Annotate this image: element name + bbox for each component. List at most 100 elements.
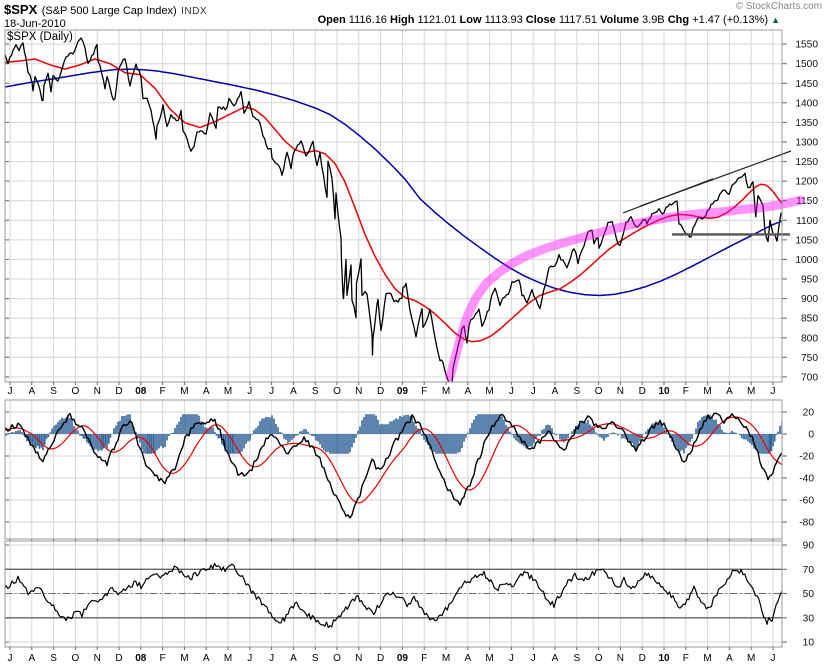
lower-oscillator-line [5,562,782,629]
symbol-label: $SPX [4,2,38,17]
open-label: Open [317,14,346,26]
svg-text:J: J [247,653,252,664]
svg-text:N: N [94,386,101,397]
svg-text:A: A [464,386,471,397]
high-value: 1121.01 [417,14,457,26]
svg-text:F: F [421,653,427,664]
svg-text:-60: -60 [799,496,814,507]
svg-text:O: O [72,386,80,397]
svg-text:800: 800 [801,333,818,344]
svg-text:A: A [28,653,35,664]
svg-text:J: J [771,653,776,664]
svg-text:J: J [8,653,13,664]
svg-text:M: M [442,653,450,664]
svg-text:700: 700 [801,372,818,383]
oscillator-line [5,412,782,519]
svg-text:J: J [269,653,274,664]
spx-close-line [5,37,782,382]
svg-text:J: J [269,386,274,397]
header-title-row: $SPX (S&P 500 Large Cap Index) INDX [4,1,820,17]
highlight-band [445,195,805,382]
svg-text:M: M [485,653,493,664]
close-label: Close [525,14,556,26]
svg-text:750: 750 [801,353,818,364]
high-label: High [390,14,415,26]
svg-text:09: 09 [397,386,409,397]
svg-text:1450: 1450 [795,79,818,90]
low-value: 1113.93 [484,14,523,26]
svg-text:F: F [421,386,427,397]
svg-text:N: N [617,653,624,664]
svg-text:A: A [552,386,559,397]
svg-text:F: F [683,653,689,664]
svg-text:1300: 1300 [795,138,818,149]
svg-text:20: 20 [803,408,815,419]
symbol-description: (S&P 500 Large Cap Index) [41,5,177,17]
svg-text:1150: 1150 [796,196,818,207]
svg-text:08: 08 [135,386,147,397]
svg-text:1000: 1000 [795,255,818,266]
svg-text:1350: 1350 [795,118,818,129]
svg-text:1200: 1200 [795,177,818,188]
svg-text:90: 90 [803,541,815,552]
volume-value: 3.9B [642,14,665,26]
svg-text:N: N [355,386,362,397]
svg-text:D: D [639,653,646,664]
svg-text:S: S [573,653,580,664]
svg-text:50: 50 [803,589,815,600]
quote-summary: Open 1116.16 High 1121.01 Low 1113.93 Cl… [318,14,780,26]
svg-text:F: F [160,386,166,397]
svg-text:A: A [290,653,297,664]
month-axis-labels: J A S O N D 08 F M A M J J A S O N D 09 F M A M J J A S O N D 10 F M A M J [8,653,776,664]
svg-text:O: O [595,653,603,664]
svg-text:D: D [377,386,384,397]
svg-text:08: 08 [135,653,147,664]
svg-text:10: 10 [658,653,670,664]
svg-text:1500: 1500 [795,59,818,70]
svg-text:O: O [333,653,341,664]
svg-text:O: O [72,653,80,664]
ma-50-line [5,58,782,343]
open-value: 1116.16 [348,14,387,26]
panel-main: 1550 1500 1450 1400 1350 1300 1250 1200 1150 1100… [4,29,818,385]
svg-text:70: 70 [803,565,815,576]
svg-text:1400: 1400 [795,98,818,109]
svg-text:10: 10 [803,638,815,649]
panel-mid: 20 0 -20 -40 -60 -80 [4,399,815,542]
svg-text:F: F [160,653,166,664]
svg-text:S: S [312,386,319,397]
svg-text:J: J [247,386,252,397]
svg-text:M: M [224,653,232,664]
svg-text:M: M [180,653,188,664]
chg-value: +1.47 (+0.13%) [692,14,769,26]
svg-text:A: A [290,386,297,397]
month-axis-labels: J A S O N D 08 F M A M J J A S O N D 09 F M A M J J A S O N D 10 F M A M J [8,386,776,397]
svg-text:-80: -80 [799,518,814,529]
svg-text:-40: -40 [799,474,814,485]
svg-text:S: S [50,386,57,397]
svg-text:M: M [442,386,450,397]
chart-date: 18-Jun-2010 [4,18,66,30]
svg-text:S: S [573,386,580,397]
volume-label: Volume [600,14,639,26]
svg-text:M: M [180,386,188,397]
svg-text:30: 30 [803,613,815,624]
chg-label: Chg [667,14,690,26]
svg-text:900: 900 [801,294,818,305]
svg-text:D: D [115,386,122,397]
svg-text:O: O [333,386,341,397]
svg-text:0: 0 [808,430,814,441]
svg-text:M: M [703,653,711,664]
svg-text:N: N [355,653,362,664]
svg-text:D: D [639,386,646,397]
svg-text:D: D [377,653,384,664]
svg-text:J: J [509,653,514,664]
svg-text:1550: 1550 [795,40,818,51]
svg-text:J: J [8,386,13,397]
svg-text:M: M [747,653,755,664]
svg-text:F: F [683,386,689,397]
svg-text:M: M [747,386,755,397]
close-value: 1117.51 [558,14,597,26]
copyright-label: © StockCharts.com [735,1,822,12]
